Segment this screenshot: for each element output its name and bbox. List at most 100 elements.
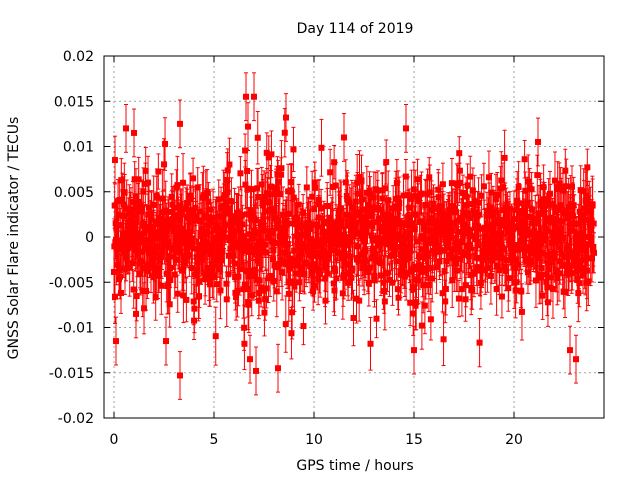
square-marker (111, 243, 118, 250)
square-marker (125, 242, 132, 249)
square-marker (150, 201, 157, 208)
square-marker (418, 322, 425, 329)
square-marker (157, 219, 164, 226)
square-marker (222, 221, 229, 228)
square-marker (155, 272, 162, 279)
square-marker (129, 260, 136, 267)
square-marker (153, 235, 160, 242)
square-marker (373, 315, 380, 322)
square-marker (172, 256, 179, 263)
square-marker (148, 216, 155, 223)
square-marker (174, 238, 181, 245)
square-marker (140, 220, 147, 227)
square-marker (394, 286, 401, 293)
square-marker (180, 292, 187, 299)
data-point (300, 306, 307, 346)
square-marker (183, 205, 190, 212)
square-marker (193, 272, 200, 279)
square-marker (318, 144, 325, 151)
square-marker (178, 210, 185, 217)
square-marker (154, 243, 161, 250)
square-marker (177, 202, 184, 209)
square-marker (130, 286, 137, 293)
square-marker (245, 301, 252, 308)
square-marker (256, 277, 263, 284)
square-marker (436, 258, 443, 265)
square-marker (190, 175, 197, 182)
square-marker (171, 204, 178, 211)
square-marker (144, 262, 151, 269)
square-marker (288, 330, 295, 337)
data-point (194, 167, 201, 208)
square-marker (381, 298, 388, 305)
square-marker (255, 193, 262, 200)
square-marker (120, 249, 127, 256)
square-marker (356, 297, 363, 304)
square-marker (365, 280, 372, 287)
square-marker (174, 182, 181, 189)
data-point (155, 153, 162, 190)
data-point (418, 301, 425, 350)
square-marker (136, 198, 143, 205)
square-marker (421, 302, 428, 309)
square-marker (433, 264, 440, 271)
square-marker (180, 179, 187, 186)
square-marker (237, 170, 244, 177)
square-marker (166, 301, 173, 308)
square-marker (142, 245, 149, 252)
square-marker (194, 184, 201, 191)
square-marker (159, 195, 166, 202)
square-marker (165, 281, 172, 288)
square-marker (177, 231, 184, 238)
square-marker (189, 240, 196, 247)
square-marker (212, 333, 219, 340)
square-marker (123, 205, 130, 212)
square-marker (427, 316, 434, 323)
square-marker (182, 258, 189, 265)
square-marker (367, 340, 374, 347)
square-marker (350, 315, 357, 322)
square-marker (119, 196, 126, 203)
data-point (118, 272, 125, 314)
square-marker (191, 245, 198, 252)
square-marker (174, 290, 181, 297)
data-point (282, 295, 289, 353)
data-series (111, 72, 597, 400)
square-marker (159, 231, 166, 238)
square-marker (138, 258, 145, 265)
square-marker (268, 151, 275, 158)
square-marker (157, 257, 164, 264)
square-marker (135, 204, 142, 211)
square-marker (142, 167, 149, 174)
square-marker (158, 282, 165, 289)
square-marker (379, 195, 386, 202)
square-marker (196, 278, 203, 285)
square-marker (165, 216, 172, 223)
data-point (254, 111, 261, 165)
data-point (142, 147, 149, 195)
square-marker (312, 184, 319, 191)
square-marker (295, 201, 302, 208)
square-marker (141, 264, 148, 271)
square-marker (112, 293, 119, 300)
square-marker (168, 253, 175, 260)
data-point (183, 277, 190, 323)
square-marker (151, 229, 158, 236)
data-point (174, 274, 181, 313)
square-marker (163, 270, 170, 277)
square-marker (145, 211, 152, 218)
square-marker (349, 265, 356, 272)
square-marker (382, 185, 389, 192)
square-marker (131, 176, 138, 183)
square-marker (152, 268, 159, 275)
square-marker (156, 229, 163, 236)
square-marker (139, 287, 146, 294)
square-marker (152, 294, 159, 301)
square-marker (290, 146, 297, 153)
square-marker (383, 159, 390, 166)
data-point (318, 118, 325, 177)
square-marker (118, 177, 125, 184)
square-marker (148, 260, 155, 267)
square-marker (179, 225, 186, 232)
